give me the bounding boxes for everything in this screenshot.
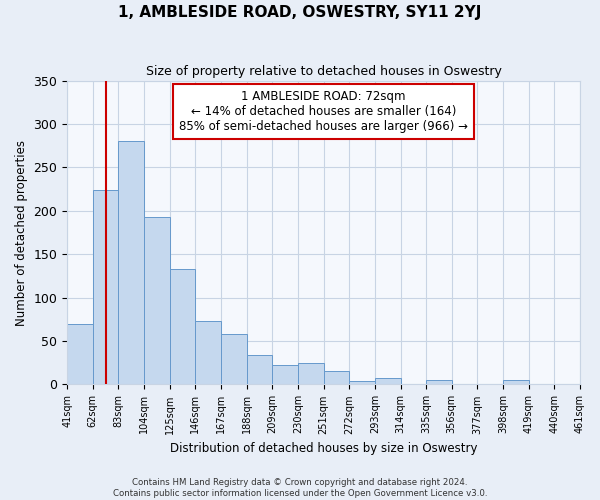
X-axis label: Distribution of detached houses by size in Oswestry: Distribution of detached houses by size …: [170, 442, 478, 455]
Bar: [144, 217, 170, 384]
Text: 1 AMBLESIDE ROAD: 72sqm
← 14% of detached houses are smaller (164)
85% of semi-d: 1 AMBLESIDE ROAD: 72sqm ← 14% of detache…: [179, 90, 468, 132]
Bar: [503, 380, 529, 384]
Title: Size of property relative to detached houses in Oswestry: Size of property relative to detached ho…: [146, 65, 502, 78]
Bar: [170, 269, 196, 384]
Bar: [196, 321, 221, 384]
Bar: [426, 380, 452, 384]
Bar: [221, 334, 247, 384]
Text: 1, AMBLESIDE ROAD, OSWESTRY, SY11 2YJ: 1, AMBLESIDE ROAD, OSWESTRY, SY11 2YJ: [118, 5, 482, 20]
Bar: [118, 142, 144, 384]
Bar: [272, 366, 298, 384]
Bar: [323, 372, 349, 384]
Bar: [349, 381, 375, 384]
Bar: [375, 378, 401, 384]
Bar: [247, 355, 272, 384]
Bar: [67, 324, 93, 384]
Bar: [298, 362, 323, 384]
Text: Contains HM Land Registry data © Crown copyright and database right 2024.
Contai: Contains HM Land Registry data © Crown c…: [113, 478, 487, 498]
Y-axis label: Number of detached properties: Number of detached properties: [15, 140, 28, 326]
Bar: [93, 190, 118, 384]
